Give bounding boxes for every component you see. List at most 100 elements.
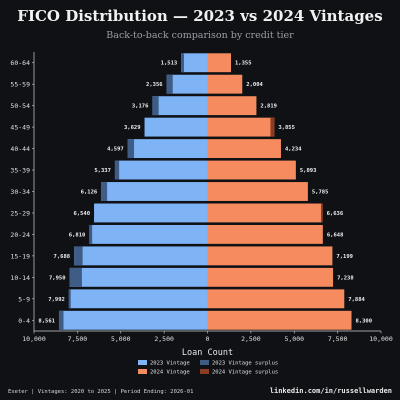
data-label-2023-45-49: 3,629 [124, 125, 141, 131]
y-tick-label-35-39: 35-39 [10, 167, 30, 175]
y-tick-label-30-34: 30-34 [10, 188, 30, 196]
legend-swatch-1 [138, 369, 147, 374]
bar-2023-15-19 [74, 246, 208, 266]
surplus-2023-55-59 [166, 74, 173, 94]
surplus-2023-60-64 [181, 53, 184, 73]
x-tick-label-6: 5,000 [284, 335, 304, 343]
data-label-2024-10-14: 7,238 [337, 275, 354, 281]
y-tick-label-5-9: 5-9 [18, 295, 30, 303]
bar-2023-60-64 [181, 53, 208, 73]
data-label-2024-25-29: 6,636 [327, 211, 344, 217]
data-label-2023-25-29: 6,540 [73, 211, 90, 217]
data-label-2024-5-9: 7,884 [348, 297, 365, 303]
surplus-2023-15-19 [74, 246, 83, 266]
data-label-2023-10-14: 7,950 [49, 275, 66, 281]
data-label-2024-0-4: 8,300 [356, 318, 373, 324]
legend-label-1: 2024 Vintage [150, 370, 190, 376]
data-label-2023-15-19: 7,688 [54, 254, 71, 260]
y-tick-label-20-24: 20-24 [10, 231, 30, 239]
y-tick-label-15-19: 15-19 [10, 252, 30, 260]
x-tick-label-5: 2,500 [241, 335, 261, 343]
surplus-2023-40-44 [127, 139, 135, 159]
bar-2023-10-14 [69, 267, 208, 287]
y-tick-label-25-29: 25-29 [10, 209, 30, 217]
legend-label-0: 2023 Vintage [150, 361, 190, 367]
chart-title: FICO Distribution — 2023 vs 2024 Vintage… [17, 7, 383, 25]
data-label-2024-30-34: 5,785 [312, 190, 329, 196]
bar-2023-20-24 [89, 224, 208, 244]
bar-2023-25-29 [94, 203, 208, 223]
data-label-2024-45-49: 3,855 [278, 125, 295, 131]
y-tick-label-55-59: 55-59 [10, 81, 30, 89]
bar-2024-40-44 [207, 139, 281, 159]
surplus-2024-25-29 [320, 203, 323, 223]
bar-2024-30-34 [207, 182, 308, 201]
data-label-2023-20-24: 6,810 [69, 232, 86, 238]
data-label-2024-40-44: 4,234 [285, 147, 302, 153]
data-label-2023-55-59: 2,356 [146, 82, 163, 88]
bar-2024-20-24 [207, 224, 323, 244]
legend-swatch-2 [200, 360, 209, 365]
x-tick-label-0: 10,000 [22, 335, 46, 343]
bar-2024-0-4 [207, 310, 352, 330]
bar-2023-5-9 [68, 289, 208, 309]
bar-2023-40-44 [127, 139, 208, 159]
data-label-2024-20-24: 6,648 [327, 232, 344, 238]
bar-2024-10-14 [207, 267, 334, 287]
bar-2024-60-64 [207, 53, 232, 73]
data-label-2023-35-39: 5,337 [94, 168, 111, 174]
bar-2023-30-34 [101, 182, 208, 201]
x-tick-label-2: 5,000 [111, 335, 131, 343]
bar-2024-45-49 [207, 117, 275, 137]
footer-source-note: Exeter | Vintages: 2020 to 2025 | Period… [8, 389, 194, 395]
bar-2024-5-9 [207, 289, 345, 309]
data-label-2023-50-54: 3,176 [132, 104, 149, 110]
bar-2023-35-39 [114, 160, 208, 180]
legend-swatch-3 [200, 369, 209, 374]
legend-swatch-0 [138, 360, 147, 365]
data-label-2023-30-34: 6,126 [81, 190, 98, 196]
y-tick-label-50-54: 50-54 [10, 102, 30, 110]
x-tick-label-3: 2,500 [154, 335, 174, 343]
y-tick-label-10-14: 10-14 [10, 274, 30, 282]
chart-subtitle: Back-to-back comparison by credit tier [106, 30, 294, 41]
surplus-2024-45-49 [270, 117, 275, 137]
data-label-2024-55-59: 2,004 [246, 82, 263, 88]
bar-2023-50-54 [152, 96, 208, 116]
bar-2024-25-29 [207, 203, 323, 223]
x-axis-title: Loan Count [182, 348, 233, 358]
x-tick-label-1: 7,500 [68, 335, 88, 343]
bar-2023-55-59 [166, 74, 208, 94]
bar-2024-15-19 [207, 246, 333, 266]
footer-credit: linkedin.com/in/russellwarden [269, 387, 392, 395]
y-tick-label-60-64: 60-64 [10, 59, 30, 67]
data-label-2023-5-9: 7,992 [48, 297, 65, 303]
surplus-2023-5-9 [68, 289, 71, 309]
data-label-2024-35-39: 5,093 [300, 168, 317, 174]
bar-2023-0-4 [58, 310, 208, 330]
bar-2024-35-39 [207, 160, 296, 180]
bar-2024-50-54 [207, 96, 257, 116]
data-label-2024-15-19: 7,199 [336, 254, 353, 260]
x-tick-label-8: 10,000 [369, 335, 393, 343]
surplus-2023-10-14 [69, 267, 82, 287]
y-tick-label-0-4: 0-4 [18, 317, 30, 325]
surplus-2023-35-39 [114, 160, 120, 180]
x-tick-label-7: 7,500 [328, 335, 348, 343]
x-tick-label-4: 0 [206, 335, 210, 343]
surplus-2023-50-54 [152, 96, 159, 116]
data-label-2024-60-64: 1,355 [235, 61, 252, 67]
surplus-2023-20-24 [89, 224, 93, 244]
bar-2023-45-49 [144, 117, 208, 137]
data-label-2023-40-44: 4,597 [107, 147, 124, 153]
data-label-2023-60-64: 1,513 [161, 61, 178, 67]
bar-2024-55-59 [207, 74, 243, 94]
surplus-2023-0-4 [58, 310, 64, 330]
y-tick-label-40-44: 40-44 [10, 145, 30, 153]
legend-label-3: 2024 Vintage surplus [212, 370, 278, 376]
legend-label-2: 2023 Vintage surplus [212, 361, 278, 367]
y-tick-label-45-49: 45-49 [10, 124, 30, 132]
data-label-2024-50-54: 2,819 [260, 104, 277, 110]
